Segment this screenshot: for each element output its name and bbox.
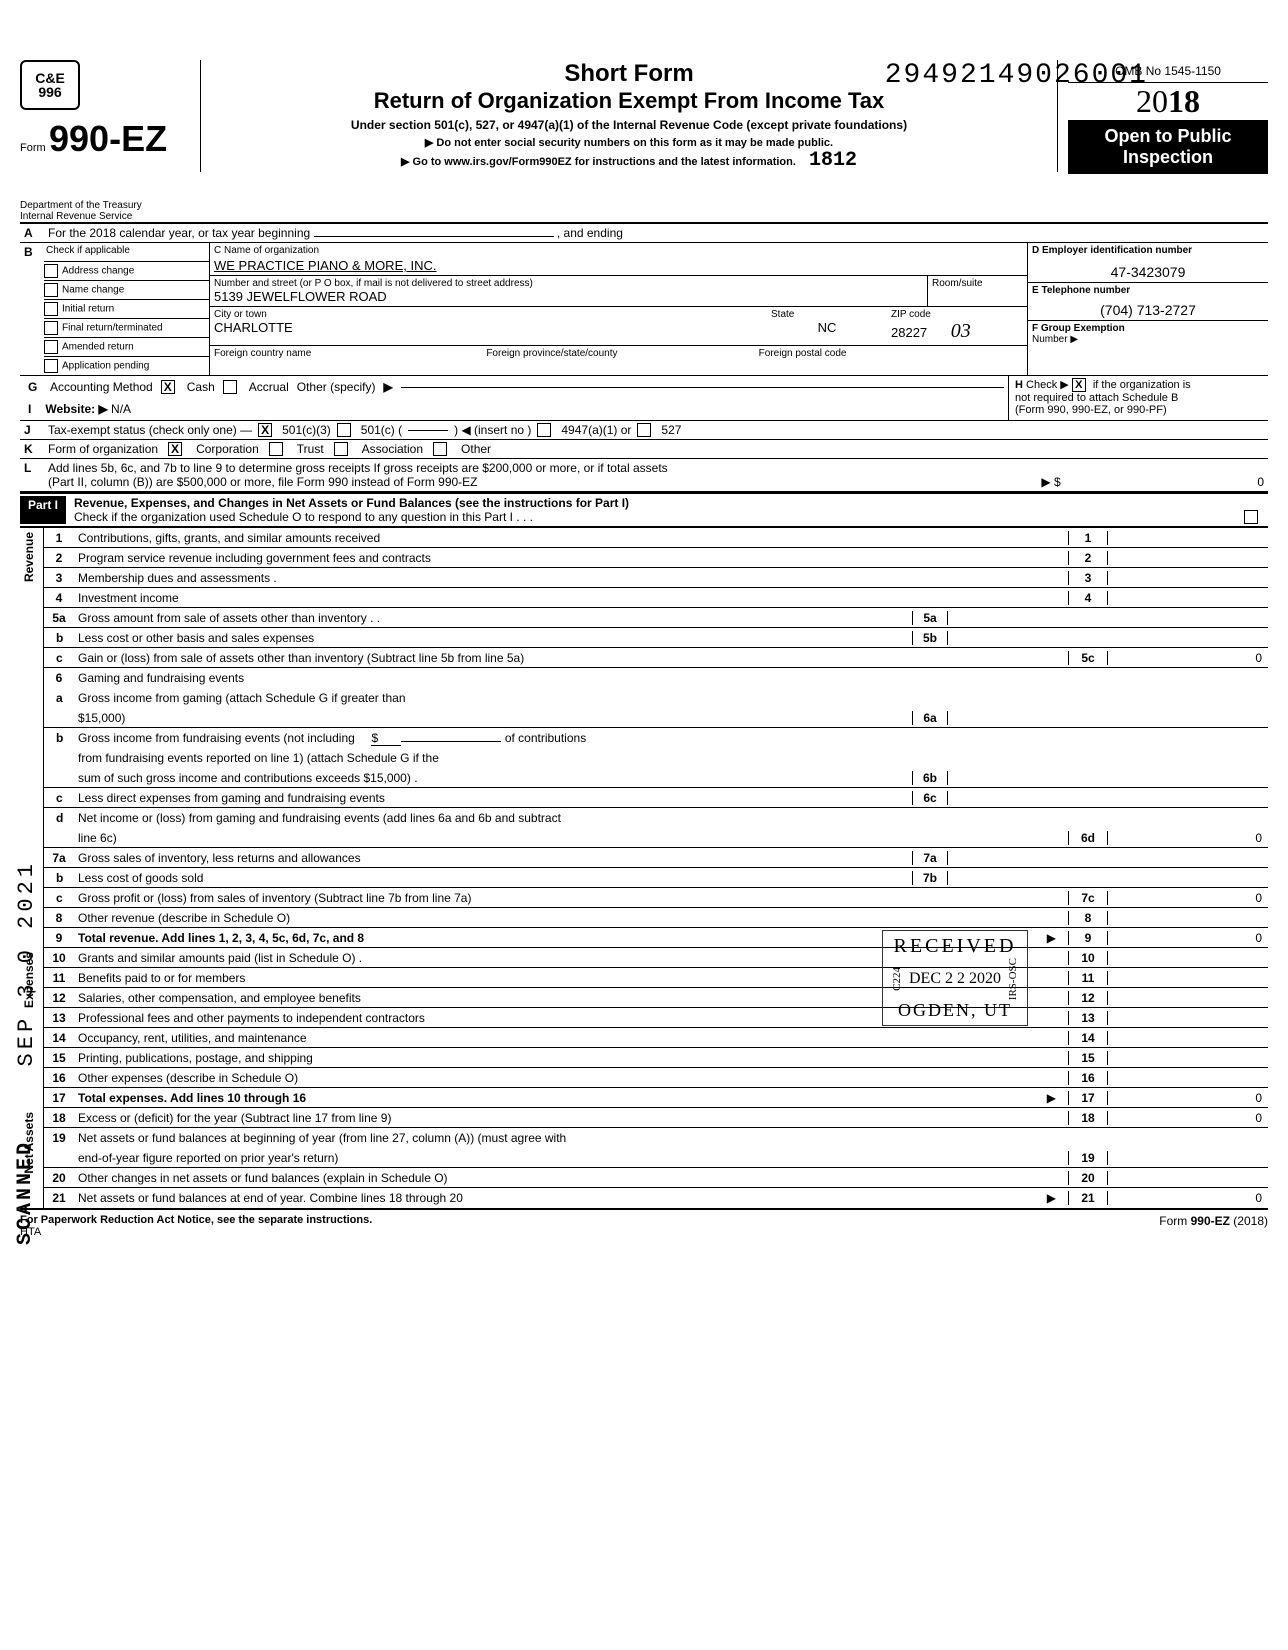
checkbox-accrual[interactable] bbox=[223, 380, 237, 394]
org-info-block: B Check if applicable Address change Nam… bbox=[20, 243, 1268, 376]
checkbox-501c[interactable] bbox=[337, 423, 351, 437]
e-label: E Telephone number bbox=[1032, 285, 1264, 296]
line-a: A For the 2018 calendar year, or tax yea… bbox=[20, 222, 1268, 243]
part1-title: Revenue, Expenses, and Changes in Net As… bbox=[74, 496, 629, 510]
amt-21: 0 bbox=[1108, 1191, 1268, 1205]
l-text2: (Part II, column (B)) are $500,000 or mo… bbox=[48, 475, 478, 489]
checkbox-cash[interactable]: X bbox=[161, 380, 175, 394]
street-label: Number and street (or P O box, if mail i… bbox=[214, 278, 923, 289]
form-number: 990-EZ bbox=[49, 118, 167, 159]
paperwork-notice: For Paperwork Reduction Act Notice, see … bbox=[20, 1214, 372, 1226]
zip-label: ZIP code bbox=[891, 309, 1023, 320]
k-label: Form of organization bbox=[48, 442, 158, 456]
street: 5139 JEWELFLOWER ROAD bbox=[214, 289, 923, 304]
checkbox-corp[interactable]: X bbox=[168, 442, 182, 456]
year-bold: 18 bbox=[1168, 83, 1200, 119]
checkbox-name-change[interactable] bbox=[44, 283, 58, 297]
room-label: Room/suite bbox=[932, 278, 1023, 289]
checkbox-app-pending[interactable] bbox=[44, 359, 58, 373]
foreign-postal: Foreign postal code bbox=[755, 346, 1027, 361]
netassets-section: Net Assets 18Excess or (deficit) for the… bbox=[20, 1108, 1268, 1210]
checkbox-part1-schedo[interactable] bbox=[1244, 510, 1258, 524]
form-prefix: Form bbox=[20, 142, 46, 154]
i-label: Website: ▶ bbox=[45, 402, 107, 416]
part1-header: Part I Revenue, Expenses, and Changes in… bbox=[20, 492, 1268, 527]
part1-label: Part I bbox=[20, 496, 66, 524]
amt-6d: 0 bbox=[1108, 831, 1268, 845]
g-i-h-block: G Accounting Method XCash Accrual Other … bbox=[20, 376, 1268, 421]
expenses-section: Expenses 10Grants and similar amounts pa… bbox=[20, 948, 1268, 1108]
subtitle-3: Go to www.irs.gov/Form990EZ for instruct… bbox=[413, 156, 796, 168]
main-title: Return of Organization Exempt From Incom… bbox=[211, 88, 1047, 114]
city: CHARLOTTE bbox=[214, 320, 763, 335]
checkbox-amended[interactable] bbox=[44, 340, 58, 354]
c-name-label: C Name of organization bbox=[210, 243, 1027, 258]
checkbox-4947[interactable] bbox=[537, 423, 551, 437]
line-l: L Add lines 5b, 6c, and 7b to line 9 to … bbox=[20, 459, 1268, 492]
city-label: City or town bbox=[214, 309, 763, 320]
page-footer: For Paperwork Reduction Act Notice, see … bbox=[20, 1214, 1268, 1238]
checkbox-527[interactable] bbox=[637, 423, 651, 437]
amt-5c: 0 bbox=[1108, 651, 1268, 665]
foreign-prov: Foreign province/state/county bbox=[482, 346, 754, 361]
irs-label: Internal Revenue Service bbox=[20, 211, 190, 222]
line-j: J Tax-exempt status (check only one) — X… bbox=[20, 421, 1268, 440]
ein: 47-3423079 bbox=[1032, 264, 1264, 280]
line-k: K Form of organization XCorporation Trus… bbox=[20, 440, 1268, 459]
g-label: Accounting Method bbox=[50, 380, 153, 394]
subtitle-1: Under section 501(c), 527, or 4947(a)(1)… bbox=[211, 118, 1047, 132]
checkbox-assoc[interactable] bbox=[334, 442, 348, 456]
checkbox-other-org[interactable] bbox=[433, 442, 447, 456]
netassets-label: Net Assets bbox=[20, 1108, 38, 1178]
amt-17: 0 bbox=[1108, 1091, 1268, 1105]
f-label: F Group Exemption bbox=[1032, 323, 1264, 334]
state: NC bbox=[771, 320, 883, 335]
b-header: Check if applicable bbox=[44, 243, 132, 261]
open-to-public: Open to Public Inspection bbox=[1068, 120, 1268, 174]
f-number: Number ▶ bbox=[1032, 334, 1264, 345]
l-text1: Add lines 5b, 6c, and 7b to line 9 to de… bbox=[48, 461, 1264, 475]
amt-7c: 0 bbox=[1108, 891, 1268, 905]
line-a-ending: , and ending bbox=[557, 226, 623, 240]
form-990ez-page1: 29492149026001 SCANNED SEP 3 0 2021 C&E … bbox=[20, 60, 1268, 1238]
part1-check: Check if the organization used Schedule … bbox=[74, 510, 533, 524]
line-a-text: For the 2018 calendar year, or tax year … bbox=[48, 226, 310, 240]
document-locator-number: 29492149026001 bbox=[885, 60, 1148, 91]
amt-18: 0 bbox=[1108, 1111, 1268, 1125]
l-amount: 0 bbox=[1064, 475, 1264, 489]
org-name: WE PRACTICE PIANO & MORE, INC. bbox=[210, 258, 1027, 275]
dept-treasury: Department of the Treasury bbox=[20, 200, 190, 211]
handwritten-code: 1812 bbox=[809, 149, 857, 172]
checkbox-final-return[interactable] bbox=[44, 321, 58, 335]
amt-9: 0 bbox=[1108, 931, 1268, 945]
subtitle-2: Do not enter social security numbers on … bbox=[436, 137, 833, 149]
logo-badge: C&E 996 bbox=[20, 60, 80, 110]
d-label: D Employer identification number bbox=[1032, 245, 1264, 256]
zip: 28227 bbox=[891, 325, 927, 340]
phone: (704) 713-2727 bbox=[1032, 302, 1264, 318]
checkbox-initial-return[interactable] bbox=[44, 302, 58, 316]
revenue-section: Revenue 1Contributions, gifts, grants, a… bbox=[20, 527, 1268, 948]
website: N/A bbox=[111, 402, 131, 416]
checkbox-h[interactable]: X bbox=[1072, 378, 1086, 392]
zip-handwritten: 03 bbox=[951, 320, 971, 342]
foreign-country: Foreign country name bbox=[210, 346, 482, 361]
revenue-label: Revenue bbox=[20, 528, 38, 586]
received-stamp: RECEIVED C224 DEC 2 2 2020 IRS-OSC OGDEN… bbox=[882, 930, 1028, 1026]
state-label: State bbox=[771, 309, 883, 320]
j-label: Tax-exempt status (check only one) — bbox=[48, 423, 252, 437]
checkbox-trust[interactable] bbox=[269, 442, 283, 456]
expenses-label: Expenses bbox=[20, 948, 38, 1012]
checkbox-501c3[interactable]: X bbox=[258, 423, 272, 437]
checkbox-address-change[interactable] bbox=[44, 264, 58, 278]
